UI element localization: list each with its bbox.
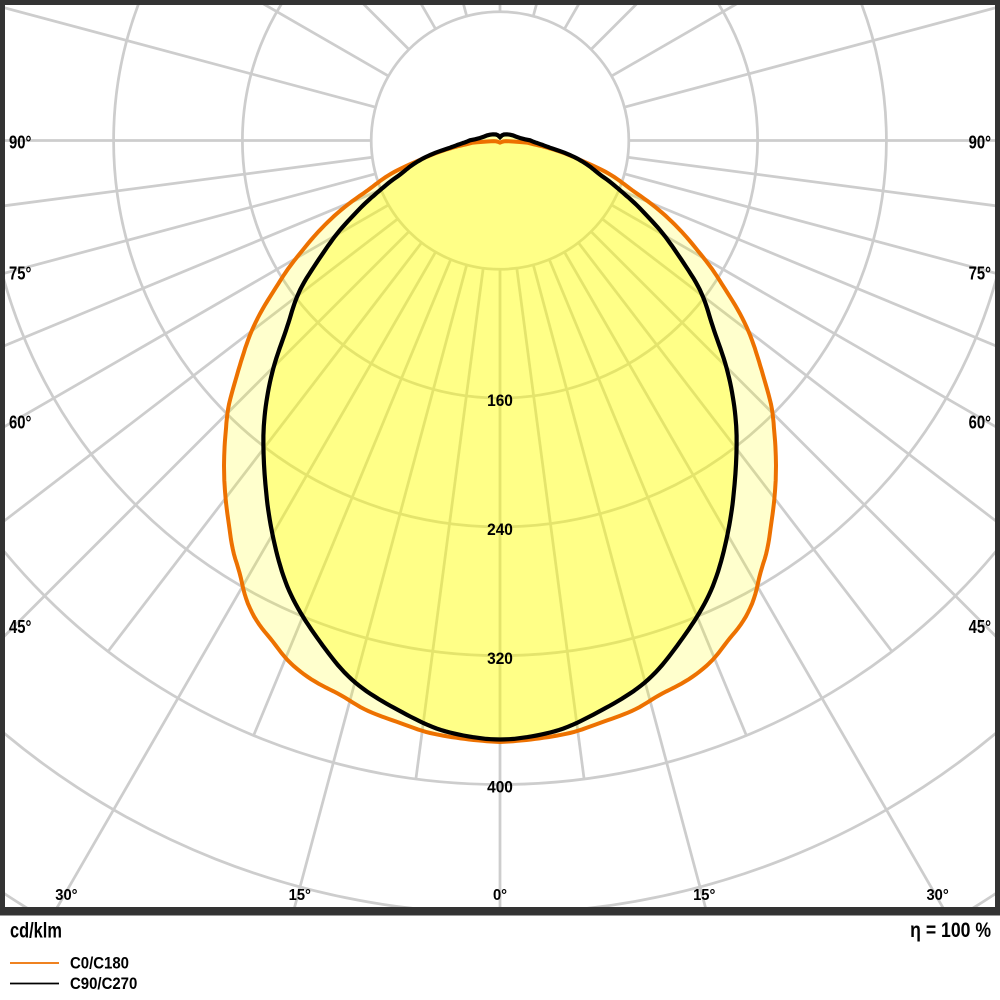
- svg-text:240: 240: [487, 520, 513, 539]
- svg-text:cd/klm: cd/klm: [10, 919, 62, 942]
- svg-text:45°: 45°: [969, 616, 991, 637]
- svg-text:30°: 30°: [926, 886, 948, 904]
- svg-text:320: 320: [487, 649, 513, 668]
- svg-text:C0/C180: C0/C180: [70, 955, 129, 973]
- svg-text:400: 400: [487, 778, 513, 797]
- svg-text:60°: 60°: [969, 412, 991, 433]
- svg-text:η = 100 %: η = 100 %: [910, 918, 991, 942]
- svg-text:45°: 45°: [9, 616, 31, 637]
- svg-text:60°: 60°: [9, 412, 31, 433]
- svg-text:15°: 15°: [693, 886, 715, 904]
- svg-text:75°: 75°: [969, 263, 991, 284]
- svg-text:160: 160: [487, 392, 513, 411]
- svg-text:0°: 0°: [493, 886, 507, 904]
- svg-text:75°: 75°: [9, 263, 31, 284]
- svg-text:30°: 30°: [55, 886, 77, 904]
- svg-text:15°: 15°: [289, 886, 311, 904]
- svg-text:C90/C270: C90/C270: [70, 975, 137, 993]
- svg-text:90°: 90°: [969, 132, 991, 153]
- svg-text:90°: 90°: [9, 132, 31, 153]
